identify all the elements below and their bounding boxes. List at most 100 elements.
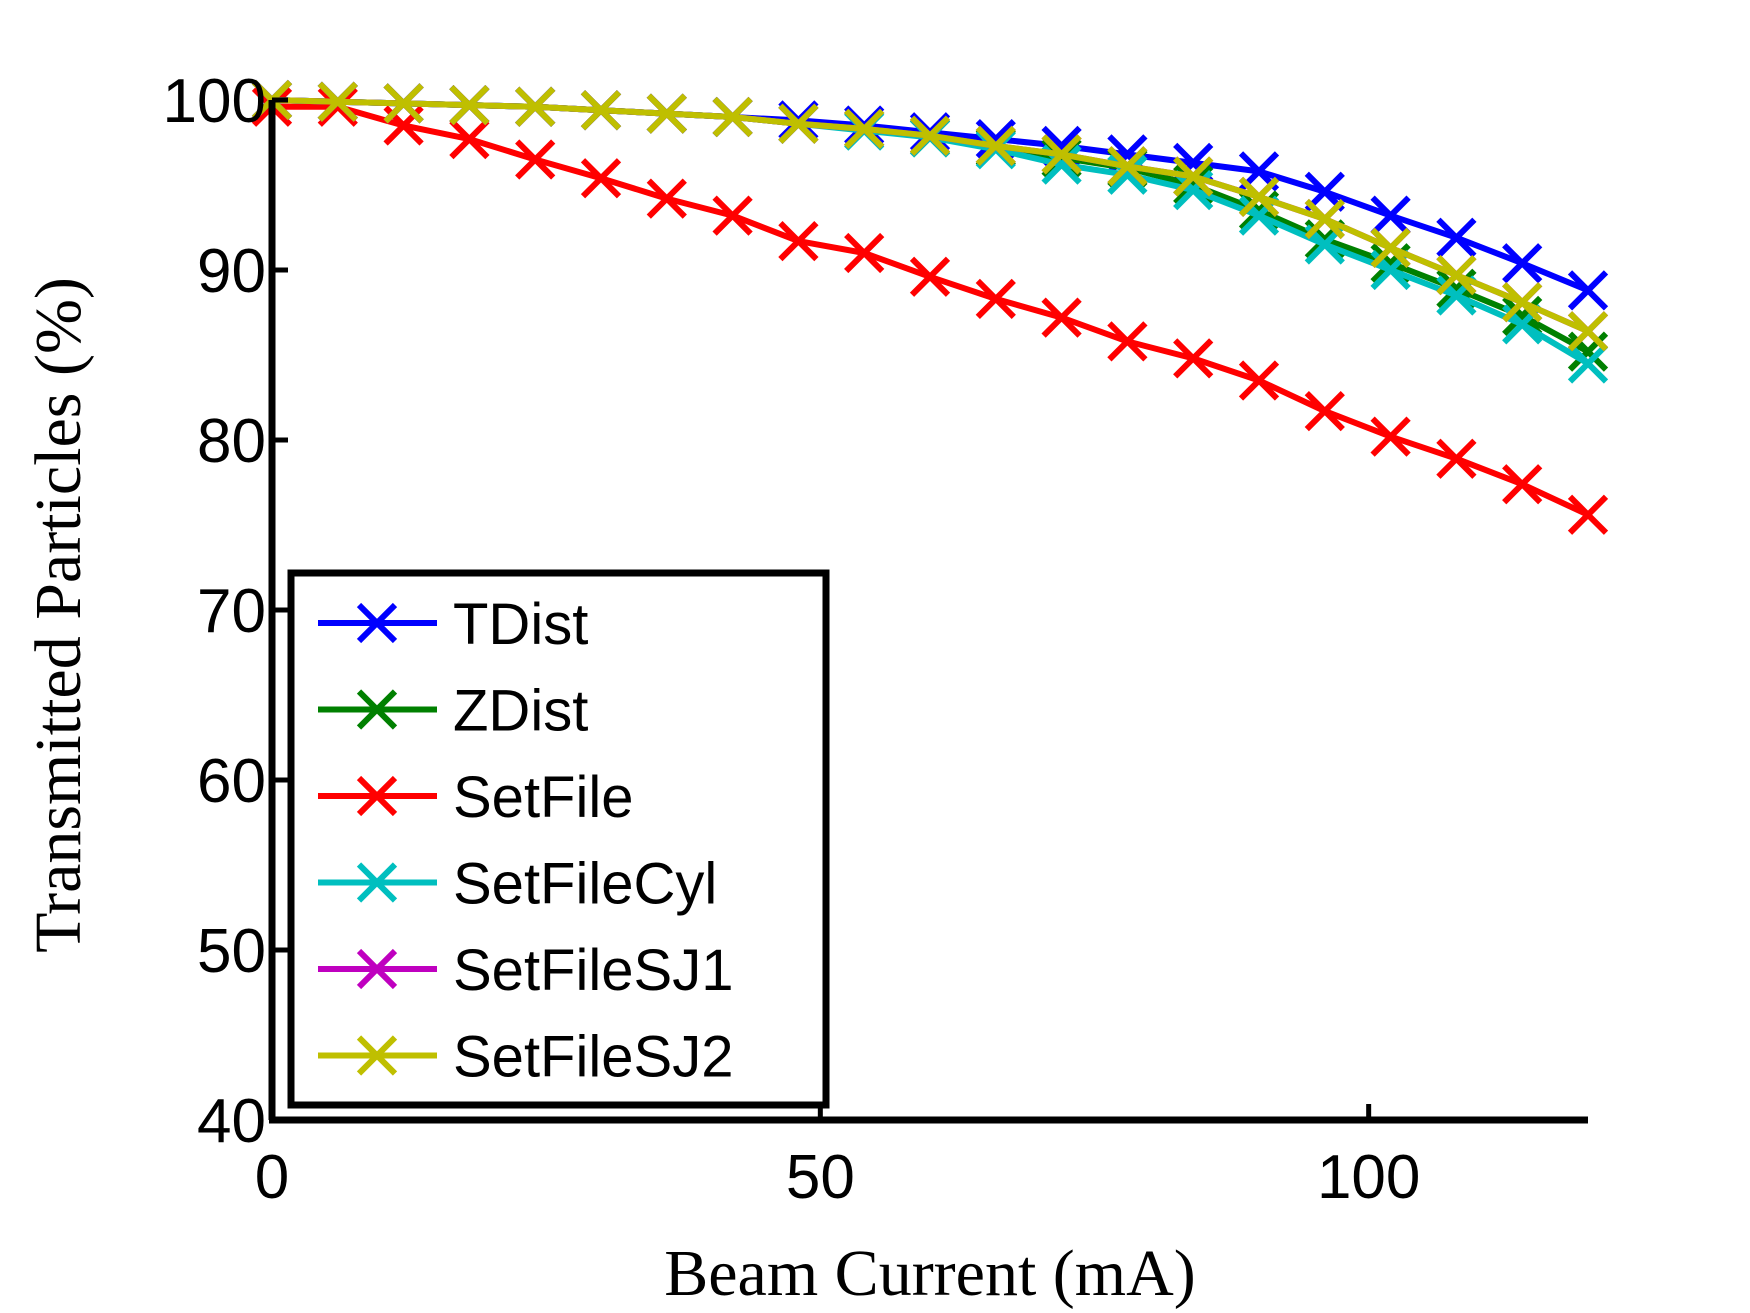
series-5-point-1-stroke-b xyxy=(317,81,358,122)
series-0-point-18 xyxy=(1436,217,1477,258)
series-5-point-20-stroke-b xyxy=(1567,311,1609,352)
series-2-point-9-stroke-b xyxy=(844,232,885,274)
series-2-point-19 xyxy=(1502,464,1543,505)
legend-entry-3: SetFileCyl xyxy=(318,852,717,917)
legend-swatch-marker-3-stroke-b xyxy=(356,862,398,903)
series-1-point-19 xyxy=(1502,295,1543,337)
series-3-point-12-stroke-b xyxy=(1041,144,1082,185)
series-2-point-6-stroke-b xyxy=(646,178,687,219)
series-5-point-7 xyxy=(712,96,753,138)
legend-label-1: ZDist xyxy=(453,679,588,744)
series-5-point-15-stroke-b xyxy=(1238,176,1280,218)
series-2-point-4 xyxy=(515,139,556,180)
legend-swatch-marker-3 xyxy=(356,862,398,903)
x-tick-label-1: 50 xyxy=(786,1143,855,1212)
legend-swatch-marker-0-stroke-b xyxy=(356,602,398,644)
series-2-point-11 xyxy=(975,278,1016,320)
series-5-point-14 xyxy=(1173,156,1214,197)
y-tick-label-6: 100 xyxy=(163,67,266,136)
series-5-point-11-stroke-b xyxy=(975,125,1016,167)
legend-swatch-marker-5-stroke-b xyxy=(356,1035,398,1076)
series-5-point-4 xyxy=(515,86,556,127)
series-3-point-20 xyxy=(1567,343,1609,384)
series-5-point-2-stroke-b xyxy=(383,83,424,124)
legend-swatch-marker-5 xyxy=(356,1035,398,1076)
series-2-point-1 xyxy=(317,86,358,127)
series-0-point-20-stroke-b xyxy=(1567,270,1609,311)
series-2-point-6 xyxy=(646,178,687,219)
series-2-point-17 xyxy=(1370,416,1411,457)
series-0-point-17 xyxy=(1370,195,1411,236)
series-2-point-16 xyxy=(1304,390,1345,432)
series-5-point-12-stroke-b xyxy=(1041,134,1082,175)
series-2-point-1-stroke-b xyxy=(317,86,358,127)
series-2-point-12-stroke-b xyxy=(1041,297,1082,338)
legend-swatch-marker-2 xyxy=(356,775,398,817)
y-tick-label-3: 70 xyxy=(197,577,266,646)
series-5-point-17 xyxy=(1370,227,1411,269)
series-2-point-5-stroke-b xyxy=(580,158,622,199)
series-5-point-5 xyxy=(580,90,622,131)
legend-entry-5: SetFileSJ2 xyxy=(318,1025,733,1090)
series-5-point-19 xyxy=(1502,282,1543,323)
series-5-point-17-stroke-b xyxy=(1370,227,1411,269)
legend-label-0: TDist xyxy=(453,592,588,657)
y-tick-label-5: 90 xyxy=(197,237,266,306)
y-tick-label-2: 60 xyxy=(197,747,266,816)
series-0-point-20 xyxy=(1567,270,1609,311)
series-0-point-19 xyxy=(1502,243,1543,284)
series-5-point-6-stroke-b xyxy=(646,93,687,134)
series-5-point-18 xyxy=(1436,254,1477,296)
series-5-point-8 xyxy=(778,103,819,144)
series-2-point-9 xyxy=(844,232,885,274)
series-5-point-2 xyxy=(383,83,424,124)
series-5-point-16-stroke-b xyxy=(1304,198,1345,240)
y-tick-label-1: 50 xyxy=(197,917,266,986)
legend-swatch-marker-1 xyxy=(356,689,398,730)
x-tick-label-0: 0 xyxy=(255,1143,289,1212)
series-2-point-20 xyxy=(1567,494,1609,535)
series-2-point-7-stroke-b xyxy=(712,195,753,236)
legend-label-4: SetFileSJ1 xyxy=(453,938,733,1003)
legend-label-2: SetFile xyxy=(453,765,634,830)
legend-swatch-marker-0 xyxy=(356,602,398,644)
series-5-point-13 xyxy=(1107,146,1148,187)
series-0-point-18-stroke-b xyxy=(1436,217,1477,258)
legend-entry-2: SetFile xyxy=(318,765,634,830)
series-5-point-16 xyxy=(1304,198,1345,240)
series-2-point-13 xyxy=(1107,321,1148,362)
series-5-point-1 xyxy=(317,81,358,122)
series-2-point-12 xyxy=(1041,297,1082,338)
series-5-point-9-stroke-b xyxy=(844,108,885,150)
legend-swatch-marker-1-stroke-b xyxy=(356,689,398,730)
series-5-point-7-stroke-b xyxy=(712,96,753,138)
series-2-point-10 xyxy=(909,256,951,297)
legend: TDist ZDist SetFile SetFileCyl SetFileSJ1 Set… xyxy=(287,569,830,1109)
legend-label-3: SetFileCyl xyxy=(453,852,717,917)
series-5-point-10-stroke-b xyxy=(909,115,951,156)
series-2-point-19-stroke-b xyxy=(1502,464,1543,505)
series-2 xyxy=(251,86,1609,535)
series-5-point-9 xyxy=(844,108,885,150)
series-5-point-10 xyxy=(909,115,951,156)
series-2-point-14 xyxy=(1173,338,1214,379)
series-5-point-19-stroke-b xyxy=(1502,282,1543,323)
series-5-point-5-stroke-b xyxy=(580,90,622,131)
series-5-point-11 xyxy=(975,125,1016,167)
x-axis-title: Beam Current (mA) xyxy=(664,1237,1196,1310)
series-2-point-17-stroke-b xyxy=(1370,416,1411,457)
y-axis-title: Transmitted Particles (%) xyxy=(22,277,95,953)
series-2-point-18-stroke-b xyxy=(1436,438,1477,479)
series-1-point-19-stroke-b xyxy=(1502,295,1543,337)
series-2-point-5 xyxy=(580,158,622,199)
series-5-point-12 xyxy=(1041,134,1082,175)
series-5-point-3-stroke-b xyxy=(449,84,490,126)
legend-swatch-marker-4-stroke-b xyxy=(356,948,398,990)
series-1-point-18-stroke-b xyxy=(1436,268,1477,309)
series-5-point-6 xyxy=(646,93,687,134)
series-2-point-18 xyxy=(1436,438,1477,479)
legend-box xyxy=(287,569,830,1109)
series-2-point-10-stroke-b xyxy=(909,256,951,297)
legend-entry-0: TDist xyxy=(318,592,588,657)
